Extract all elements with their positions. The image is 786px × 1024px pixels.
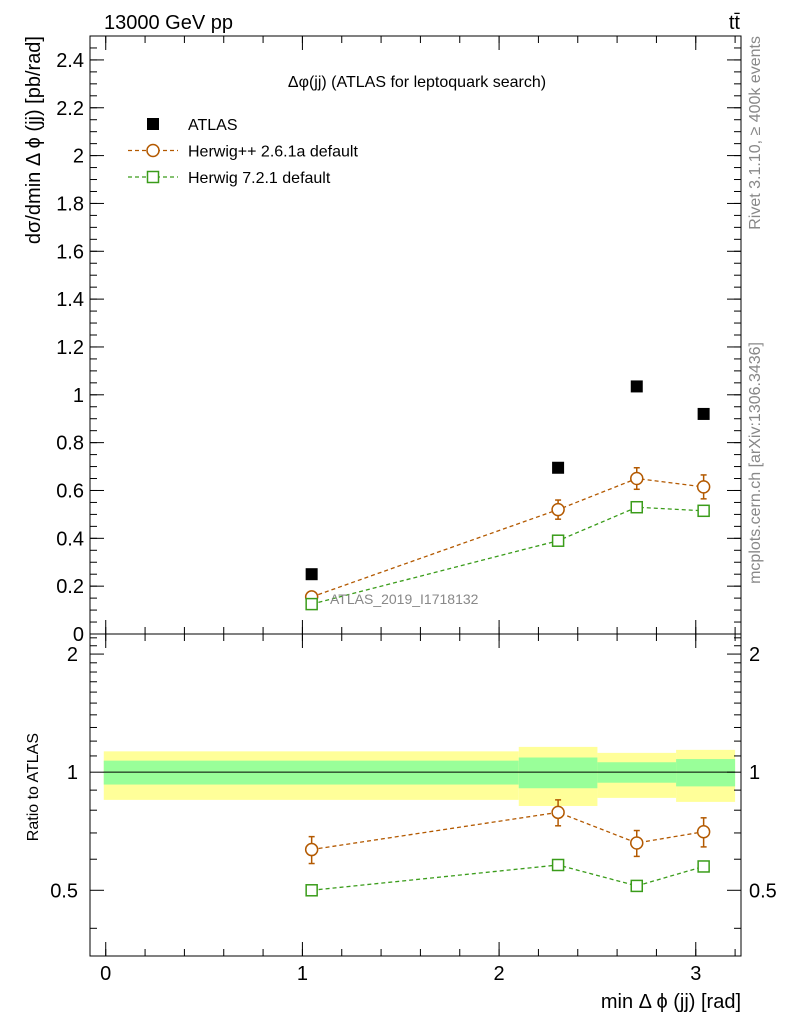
legend-atlas-label: ATLAS <box>188 117 238 134</box>
herwigpp-261a-point <box>696 480 711 494</box>
ratio-herwigpp-261a-point <box>630 836 644 850</box>
main-y-tick-label: 0 <box>73 624 84 646</box>
legend-herwig-721-label: Herwig 7.2.1 default <box>188 170 331 187</box>
ratio-y-tick-label-right: 0.5 <box>749 880 777 902</box>
x-tick-label: 1 <box>297 963 308 985</box>
ratio-y-tick-label-right: 1 <box>749 762 760 784</box>
main-y-tick-label: 0.6 <box>56 480 84 502</box>
ratio-herwigpp-261a-point <box>696 824 711 839</box>
ratio-y-tick-label: 0.5 <box>50 880 78 902</box>
herwig-721-point <box>697 504 710 518</box>
ratio-herwigpp-261a-point <box>551 805 565 820</box>
atlas-data-point <box>630 380 643 393</box>
energy-label: 13000 GeV pp <box>104 12 233 34</box>
main-y-tick-label: 1.8 <box>56 193 84 215</box>
uncertainty-band-green <box>518 757 598 789</box>
ratio-herwig-721-point <box>551 858 565 872</box>
x-tick-label: 2 <box>494 963 505 985</box>
ratio-axis-ticks: 0 1 2 3 0.5 0.5 1 1 2 2 <box>50 634 777 985</box>
ratio-y-tick-label: 2 <box>67 644 78 666</box>
main-plot-area <box>304 380 711 611</box>
legend: ATLAS Herwig++ 2.6.1a default Herwig 7.2.1… <box>128 117 358 187</box>
main-y-tick-label: 2 <box>73 146 84 168</box>
main-axis-ticks: 0 0.2 0.4 0.6 0.8 1 1.2 1.4 1.6 1.8 2 2.2 2.4 <box>56 35 741 646</box>
legend-herwigpp-261a-marker <box>146 143 160 158</box>
ratio-herwig-721-line <box>311 864 704 891</box>
ratio-panel: 0 1 2 3 0.5 0.5 1 1 2 2 Ratio to ATLAS min Δ ϕ (j… <box>25 633 777 1013</box>
herwig-721-point <box>305 597 318 611</box>
legend-atlas-marker <box>147 118 159 130</box>
herwig-721-line <box>311 506 704 605</box>
main-y-tick-label: 0.2 <box>56 576 84 598</box>
legend-herwigpp-261a-label: Herwig++ 2.6.1a default <box>188 144 358 161</box>
main-y-tick-label: 0.8 <box>56 433 84 455</box>
herwig-721-point <box>551 534 565 547</box>
process-label: tt̄ <box>729 12 741 34</box>
atlas-data-point <box>697 407 710 420</box>
ratio-herwig-721-point <box>630 879 644 893</box>
atlas-data-point <box>552 461 565 474</box>
ratio-ylabel: Ratio to ATLAS <box>25 733 42 841</box>
ratio-herwig-721-point <box>305 884 318 897</box>
main-ylabel: dσ/dmin Δ ϕ (jj) [pb/rad] <box>23 36 45 244</box>
main-y-tick-label: 1.4 <box>56 289 84 311</box>
ratio-herwigpp-261a-line <box>311 811 704 851</box>
main-y-tick-label: 1 <box>73 385 84 407</box>
ratio-y-tick-label-right: 2 <box>749 644 760 666</box>
x-tick-label: 0 <box>100 963 111 985</box>
x-axis-label: min Δ ϕ (jj) [rad] <box>601 991 741 1013</box>
main-y-tick-label: 1.6 <box>56 241 84 263</box>
main-panel: 0 0.2 0.4 0.6 0.8 1 1.2 1.4 1.6 1.8 2 2.2 2.4 Δφ(jj)… <box>23 35 742 646</box>
ratio-y-tick-label: 1 <box>67 762 78 784</box>
analysis-label: ATLAS_2019_I1718132 <box>330 591 479 607</box>
main-y-tick-label: 2.2 <box>56 98 84 120</box>
main-title: Δφ(jj) (ATLAS for leptoquark search) <box>288 74 546 91</box>
legend-herwig-721-marker <box>146 170 160 184</box>
main-y-tick-label: 2.4 <box>56 50 84 72</box>
x-tick-label: 3 <box>690 963 701 985</box>
uncertainty-band-green <box>676 759 736 787</box>
herwigpp-261a-line <box>311 477 704 598</box>
main-y-tick-label: 0.4 <box>56 528 84 550</box>
atlas-data-point <box>305 568 318 581</box>
herwigpp-261a-point <box>551 502 565 517</box>
herwig-721-point <box>630 500 644 514</box>
main-y-tick-label: 1.2 <box>56 337 84 359</box>
rivet-label: Rivet 3.1.10, ≥ 400k events <box>747 36 764 230</box>
herwigpp-261a-point <box>630 471 644 486</box>
ratio-plot-area <box>103 746 736 897</box>
ratio-herwigpp-261a-point <box>304 842 319 857</box>
ratio-frame <box>89 633 742 957</box>
mcplots-label: mcplots.cern.ch [arXiv:1306.3436] <box>747 342 764 584</box>
ratio-herwig-721-point <box>697 860 710 873</box>
